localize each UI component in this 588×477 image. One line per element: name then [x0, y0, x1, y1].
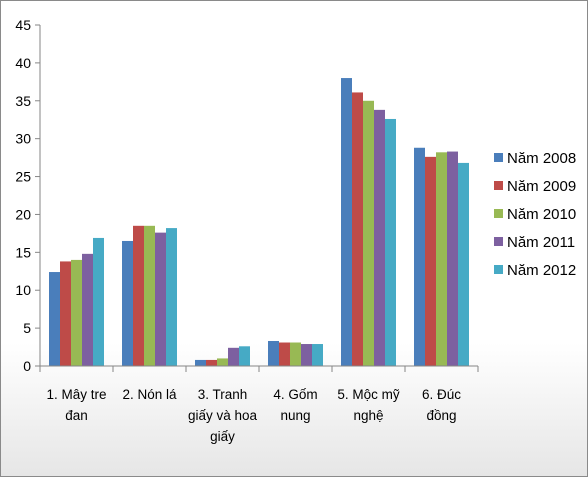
bar-năm-2010-cat-6 — [436, 152, 447, 366]
bar-năm-2009-cat-6 — [425, 156, 436, 366]
bar-năm-2008-cat-5 — [341, 78, 352, 367]
y-tick-label: 20 — [15, 206, 31, 222]
bar-năm-2010-cat-3 — [217, 358, 228, 366]
legend-swatch-năm-2010 — [494, 209, 503, 218]
bar-năm-2011-cat-3 — [228, 347, 239, 366]
x-category-label: nung — [280, 408, 310, 423]
bar-năm-2008-cat-3 — [195, 359, 206, 366]
bar-năm-2011-cat-2 — [155, 232, 166, 366]
legend-label-năm-2011: Năm 2011 — [507, 234, 575, 251]
x-category-label: 5. Mộc mỹ — [337, 387, 400, 402]
y-tick-label: 25 — [15, 169, 31, 185]
bar-năm-2010-cat-5 — [363, 100, 374, 367]
y-tick-label: 40 — [15, 55, 31, 71]
y-tick-label: 35 — [15, 93, 31, 109]
bar-năm-2011-cat-1 — [82, 253, 93, 366]
legend-swatch-năm-2012 — [494, 265, 503, 274]
bar-năm-2008-cat-1 — [49, 272, 60, 366]
bar-năm-2010-cat-1 — [71, 259, 82, 366]
bar-năm-2009-cat-1 — [60, 261, 71, 366]
bar-năm-2008-cat-2 — [122, 240, 133, 366]
bar-năm-2012-cat-1 — [93, 237, 104, 366]
bar-năm-2009-cat-4 — [279, 342, 290, 366]
bar-năm-2012-cat-5 — [385, 118, 396, 366]
bar-năm-2008-cat-4 — [268, 340, 279, 366]
x-category-label: 4. Gốm — [273, 387, 317, 402]
x-category-label: đồng — [426, 408, 456, 423]
bar-năm-2009-cat-3 — [206, 359, 217, 366]
bar-năm-2011-cat-5 — [374, 109, 385, 367]
legend-label-năm-2012: Năm 2012 — [507, 262, 576, 279]
bar-năm-2010-cat-2 — [144, 225, 155, 366]
x-category-label: 3. Tranh — [198, 387, 248, 402]
bar-năm-2012-cat-2 — [166, 228, 177, 366]
legend-swatch-năm-2011 — [494, 237, 503, 246]
y-tick-label: 15 — [15, 244, 31, 260]
y-tick-label: 0 — [23, 358, 31, 374]
y-tick-label: 5 — [23, 320, 31, 336]
legend-swatch-năm-2009 — [494, 181, 503, 190]
x-category-label: 1. Mây tre — [46, 387, 106, 402]
bar-năm-2012-cat-3 — [239, 346, 250, 366]
legend-swatch-năm-2008 — [494, 153, 503, 162]
x-category-label: giấy — [210, 429, 235, 444]
x-category-label: giấy và hoa — [188, 408, 258, 423]
bar-năm-2011-cat-4 — [301, 344, 312, 366]
bar-năm-2009-cat-2 — [133, 225, 144, 366]
bar-năm-2009-cat-5 — [352, 92, 363, 366]
bar-năm-2008-cat-6 — [414, 147, 425, 366]
legend-label-năm-2009: Năm 2009 — [507, 178, 576, 195]
y-tick-label: 45 — [15, 17, 31, 33]
x-category-label: 2. Nón lá — [122, 387, 177, 402]
x-category-label: đan — [65, 408, 88, 423]
bar-năm-2012-cat-6 — [458, 162, 469, 366]
x-category-label: 6. Đúc — [422, 387, 461, 402]
legend-label-năm-2008: Năm 2008 — [507, 150, 576, 167]
bar-năm-2012-cat-4 — [312, 344, 323, 366]
bar-năm-2010-cat-4 — [290, 342, 301, 366]
legend-label-năm-2010: Năm 2010 — [507, 206, 576, 223]
x-category-label: nghệ — [353, 408, 383, 423]
y-tick-label: 30 — [15, 131, 31, 147]
bar-năm-2011-cat-6 — [447, 151, 458, 366]
y-tick-label: 10 — [15, 282, 31, 298]
